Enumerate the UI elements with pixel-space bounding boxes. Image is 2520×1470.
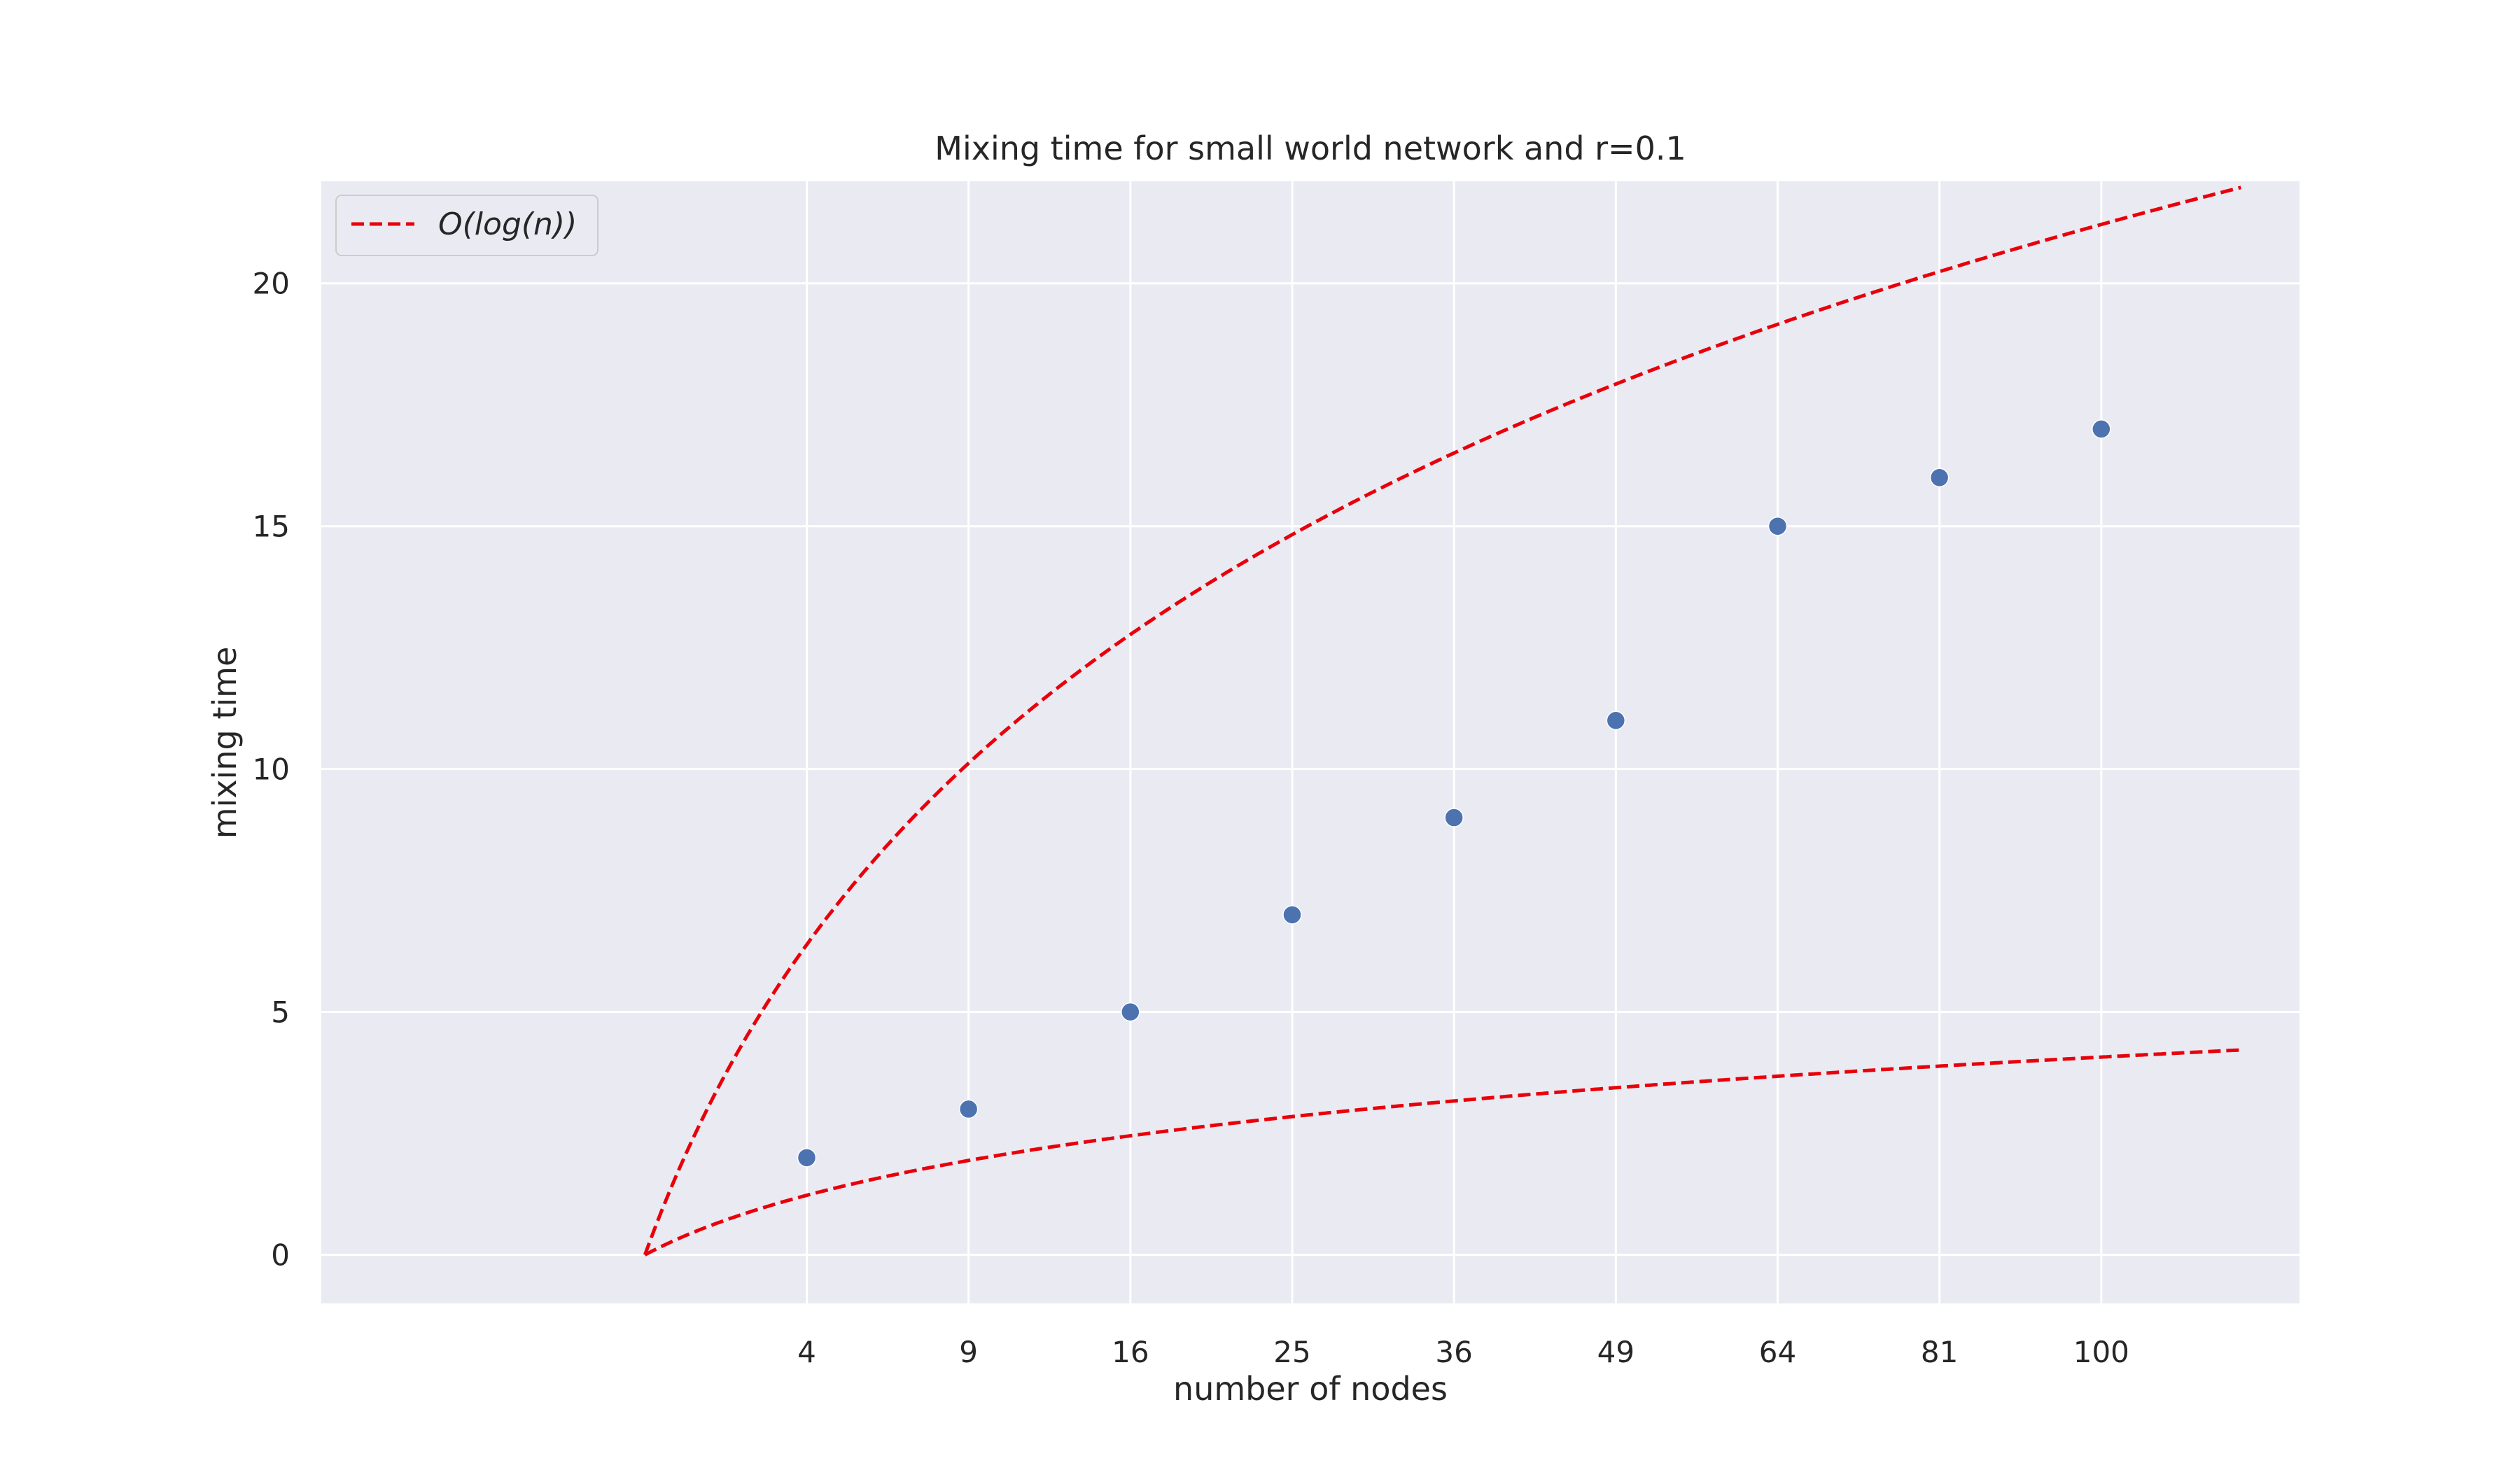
scatter-point (1929, 468, 1949, 488)
series-layer (643, 186, 2241, 1256)
y-tick-label: 5 (271, 995, 290, 1030)
scatter-point (797, 1148, 817, 1168)
scatter-point (1606, 710, 1626, 731)
x-axis-ticks: 4 9 16 25 36 49 64 81 100 (797, 1335, 2129, 1369)
x-axis-label: number of nodes (1173, 1370, 1448, 1408)
x-tick-label: 9 (959, 1335, 978, 1369)
x-tick-label: 25 (1273, 1335, 1310, 1369)
dashed-curve (643, 186, 2241, 1256)
y-tick-label: 0 (271, 1238, 290, 1273)
y-tick-label: 15 (253, 510, 290, 544)
x-tick-label: 100 (2073, 1335, 2129, 1369)
y-axis-ticks: 0 5 10 15 20 (253, 267, 290, 1273)
x-tick-label: 16 (1112, 1335, 1149, 1369)
scatter-point (1282, 905, 1302, 925)
y-axis-label: mixing time (206, 647, 244, 839)
chart-title: Mixing time for small world network and … (934, 130, 1686, 167)
x-tick-label: 36 (1435, 1335, 1472, 1369)
legend-box (335, 195, 598, 256)
scatter-point (1444, 808, 1464, 827)
scatter-point (2092, 419, 2111, 439)
scatter-point (958, 1099, 979, 1119)
plot-area (321, 181, 2300, 1303)
x-tick-label: 64 (1759, 1335, 1796, 1369)
x-tick-label: 49 (1597, 1335, 1634, 1369)
legend: O(log(n)) (335, 195, 598, 256)
y-tick-label: 20 (253, 267, 290, 301)
legend-label: O(log(n)) (438, 206, 577, 242)
scatter-point (1121, 1002, 1140, 1022)
x-tick-label: 4 (797, 1335, 816, 1369)
x-tick-label: 81 (1921, 1335, 1958, 1369)
scatter-point (1768, 516, 1788, 536)
y-tick-label: 10 (253, 752, 290, 787)
dashed-curve (644, 1048, 2241, 1256)
